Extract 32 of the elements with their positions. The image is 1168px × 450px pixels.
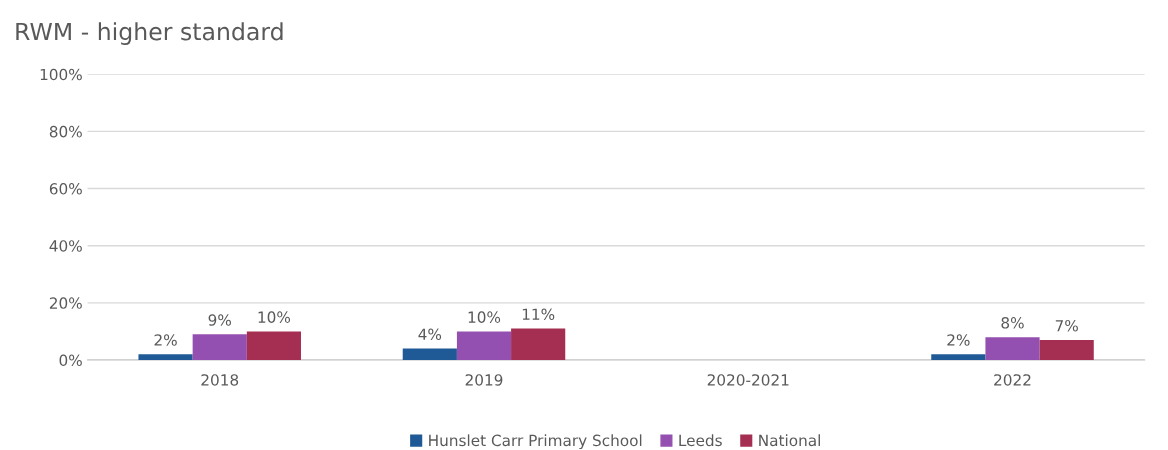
- x-tick-label: 2022: [994, 374, 1031, 386]
- bar: [456, 331, 512, 360]
- bar: [402, 348, 457, 360]
- bar: [511, 328, 566, 360]
- data-label: 2%: [947, 334, 970, 346]
- data-label: 11%: [522, 308, 555, 321]
- y-tick-label: 20%: [49, 297, 82, 309]
- x-tick-label: 2020-2021: [707, 374, 789, 386]
- legend-label: Leeds: [679, 434, 722, 447]
- x-tick-label: 2018: [201, 374, 239, 386]
- x-tick-label: 2019: [465, 374, 503, 386]
- chart-title: RWM - higher standard: [16, 22, 283, 45]
- bar: [931, 354, 986, 360]
- data-label: 7%: [1055, 319, 1078, 332]
- data-label: 9%: [208, 314, 232, 326]
- legend-label: Hunslet Carr Primary School: [429, 434, 642, 450]
- bar: [985, 337, 1040, 360]
- bar: [138, 354, 193, 360]
- bar: [246, 331, 301, 360]
- data-label: 10%: [258, 311, 291, 323]
- bar: [192, 334, 247, 360]
- data-label: 4%: [418, 328, 442, 341]
- y-tick-label: 40%: [49, 240, 82, 252]
- y-tick-label: 0%: [59, 354, 82, 367]
- y-tick-label: 100%: [40, 68, 82, 81]
- data-label: 8%: [1001, 317, 1024, 329]
- legend-label: National: [759, 434, 820, 447]
- y-tick-label: 60%: [49, 183, 82, 195]
- data-label: 10%: [468, 311, 501, 323]
- bar: [1039, 340, 1094, 360]
- data-label: 2%: [154, 334, 177, 346]
- y-tick-label: 80%: [49, 125, 82, 138]
